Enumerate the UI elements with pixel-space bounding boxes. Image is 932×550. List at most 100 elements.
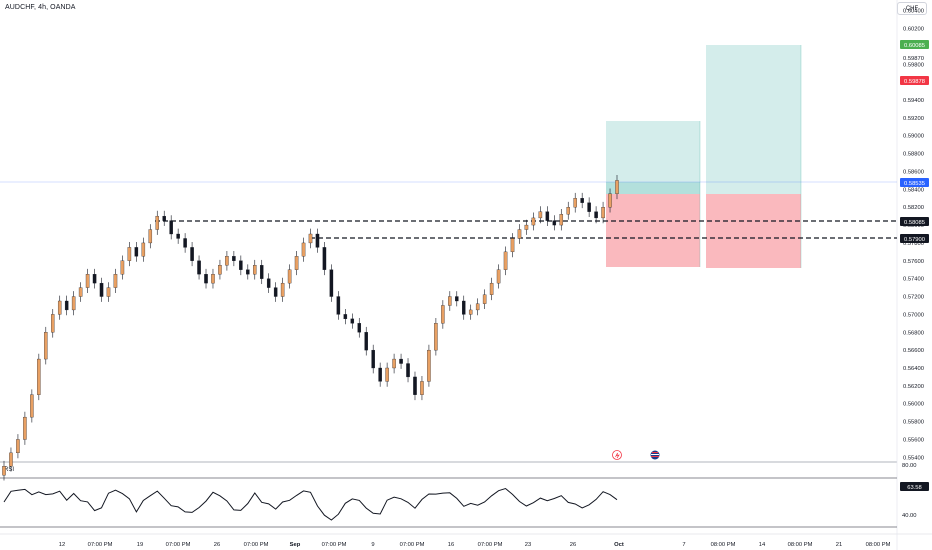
candle-body bbox=[434, 323, 438, 351]
candle-body bbox=[524, 224, 529, 230]
candle-body bbox=[37, 358, 41, 395]
currency-selector-button[interactable]: CHF bbox=[897, 2, 927, 15]
level-price-tag-1: 0.58085 bbox=[900, 217, 929, 226]
candle-body bbox=[482, 294, 487, 304]
candle-body bbox=[113, 274, 118, 288]
candle-body bbox=[448, 296, 452, 306]
price-axis-label: 0.59800 bbox=[903, 62, 924, 68]
candle-body bbox=[120, 260, 125, 275]
candle-body bbox=[413, 376, 417, 395]
price-axis-label: 0.55800 bbox=[903, 420, 924, 426]
candle-body bbox=[162, 215, 166, 221]
us-flag-event-icon[interactable] bbox=[650, 450, 660, 460]
candle-body bbox=[266, 278, 271, 288]
candle-body bbox=[294, 256, 299, 270]
target-price-tag: 0.60085 bbox=[900, 40, 929, 49]
price-axis-label: 0.57000 bbox=[903, 312, 924, 318]
candle-body bbox=[141, 242, 146, 257]
candle-body bbox=[538, 211, 543, 219]
time-axis-label: 19 bbox=[137, 542, 143, 548]
price-axis-label: 0.56000 bbox=[903, 402, 924, 408]
svg-text:63.58: 63.58 bbox=[907, 485, 922, 491]
candle-body bbox=[566, 207, 570, 215]
candle-body bbox=[197, 260, 201, 275]
candle-body bbox=[106, 287, 111, 297]
rsi-value-tag: 63.58 bbox=[900, 482, 929, 491]
price-axis-label: 0.57400 bbox=[903, 277, 924, 283]
rsi-line bbox=[3, 487, 618, 521]
price-axis-label: 0.58200 bbox=[903, 205, 924, 211]
candle-body bbox=[336, 296, 341, 315]
time-axis-label: 7 bbox=[682, 542, 685, 548]
candle-body bbox=[85, 274, 90, 288]
candle-body bbox=[461, 300, 466, 315]
candle-body bbox=[218, 265, 222, 275]
time-axis-label: 07:00 PM bbox=[322, 542, 347, 548]
candle-body bbox=[259, 265, 264, 279]
time-axis-label: 07:00 PM bbox=[400, 542, 425, 548]
time-axis-label: 07:00 PM bbox=[244, 542, 269, 548]
price-axis-label: 0.59200 bbox=[903, 116, 924, 122]
time-axis: 12 07:00 PM 19 07:00 PM 26 07:00 PM Sep 07:00 P… bbox=[59, 542, 891, 548]
candle-body bbox=[468, 309, 473, 315]
candle-body bbox=[134, 247, 139, 257]
candle-body bbox=[406, 363, 410, 378]
time-axis-label: 12 bbox=[59, 542, 65, 548]
time-axis-label: 9 bbox=[371, 542, 374, 548]
time-axis-label: 16 bbox=[448, 542, 454, 548]
earnings-event-icon[interactable] bbox=[612, 450, 622, 460]
candle-body bbox=[280, 282, 285, 297]
time-axis-label: 23 bbox=[525, 542, 531, 548]
candle-body bbox=[30, 394, 34, 418]
price-axis-label: 0.58600 bbox=[903, 169, 924, 175]
candle-body bbox=[615, 180, 619, 194]
long-position-tool-2[interactable] bbox=[706, 45, 802, 268]
candle-body bbox=[273, 287, 278, 297]
candle-body bbox=[204, 274, 208, 284]
long-position-tool-1[interactable] bbox=[606, 121, 701, 267]
candle-body bbox=[301, 242, 306, 257]
candle-body bbox=[308, 233, 313, 244]
candle-body bbox=[371, 349, 375, 369]
price-axis-label: 0.56800 bbox=[903, 330, 924, 336]
candle-body bbox=[99, 282, 104, 297]
candle-body bbox=[232, 256, 236, 261]
price-axis-label: 0.56600 bbox=[903, 348, 924, 354]
price-axis-label: 0.56400 bbox=[903, 366, 924, 372]
candle-body bbox=[573, 198, 577, 208]
svg-text:0.60085: 0.60085 bbox=[904, 43, 925, 49]
candle-body bbox=[608, 193, 612, 208]
time-axis-label: 26 bbox=[570, 542, 576, 548]
price-axis-label: 0.59870 bbox=[903, 56, 924, 62]
svg-text:0.58535: 0.58535 bbox=[904, 181, 925, 187]
candle-body bbox=[169, 220, 173, 235]
candle-body bbox=[127, 247, 132, 261]
time-axis-label: 07:00 PM bbox=[166, 542, 191, 548]
rsi-indicator-label[interactable]: RSI bbox=[4, 467, 15, 473]
candle-body bbox=[510, 238, 515, 253]
candle-body bbox=[211, 274, 215, 284]
current-price-tag: 0.58535 bbox=[900, 178, 929, 187]
candle-body bbox=[64, 300, 69, 311]
price-axis-label: 0.56200 bbox=[903, 384, 924, 390]
candle-body bbox=[253, 265, 257, 275]
candle-body bbox=[225, 256, 229, 266]
svg-text:0.59878: 0.59878 bbox=[904, 79, 925, 85]
candlestick-series bbox=[2, 175, 619, 481]
candle-body bbox=[329, 269, 334, 297]
svg-text:0.58085: 0.58085 bbox=[904, 220, 925, 226]
price-axis-label: 0.55600 bbox=[903, 437, 924, 443]
time-axis-label: 07:00 PM bbox=[478, 542, 503, 548]
candle-body bbox=[287, 269, 292, 284]
candle-body bbox=[246, 269, 250, 275]
candle-body bbox=[496, 269, 501, 284]
candle-body bbox=[378, 367, 382, 382]
candle-body bbox=[9, 452, 13, 467]
chart-title: AUDCHF, 4h, OANDA bbox=[5, 4, 76, 11]
candle-body bbox=[594, 211, 598, 219]
candle-body bbox=[601, 207, 605, 219]
price-axis-label: 0.60200 bbox=[903, 27, 924, 33]
candle-body bbox=[503, 251, 508, 270]
candle-body bbox=[350, 318, 355, 324]
